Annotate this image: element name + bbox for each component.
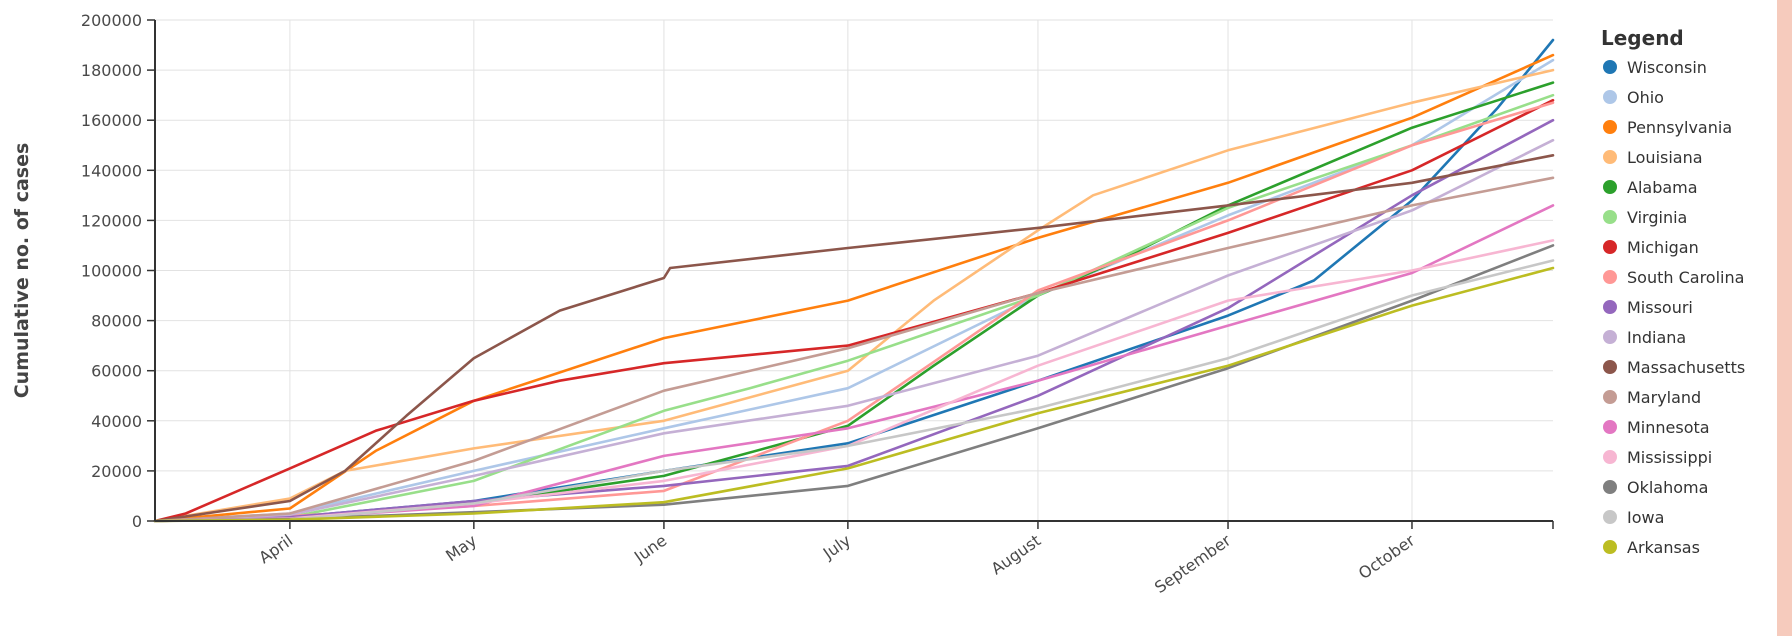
legend-swatch [1603, 300, 1617, 314]
legend-swatch [1603, 330, 1617, 344]
series-line-minnesota [153, 204, 1555, 523]
right-edge-strip [1777, 0, 1792, 636]
legend-swatch [1603, 510, 1617, 524]
legend-swatch [1603, 540, 1617, 554]
series-line-arkansas [153, 266, 1555, 523]
legend-swatch [1603, 240, 1617, 254]
x-tick-label: June [630, 531, 670, 567]
legend-label: Iowa [1627, 508, 1664, 527]
series-line-michigan [153, 98, 1555, 523]
x-tick-label: May [442, 531, 480, 566]
legend-swatch [1603, 90, 1617, 104]
legend-swatch [1603, 420, 1617, 434]
legend-label: Massachusetts [1627, 358, 1745, 377]
series-line-pennsylvania [153, 53, 1555, 523]
y-tick-label: 20000 [91, 462, 142, 481]
legend-label: Wisconsin [1627, 58, 1707, 77]
series-line-massachusetts [153, 154, 1555, 523]
x-tick-label: April [255, 531, 296, 568]
x-tick-label: October [1355, 530, 1419, 583]
y-tick-label: 80000 [91, 312, 142, 331]
series-line-iowa [153, 259, 1555, 523]
legend-title: Legend [1601, 26, 1684, 50]
legend-swatch [1603, 180, 1617, 194]
series-line-indiana [153, 138, 1555, 523]
y-axis-ticks: 0 20000 40000 60000 80000 100000 120000 140000 1… [81, 11, 155, 531]
legend-label: Indiana [1627, 328, 1686, 347]
series-line-oklahoma [153, 244, 1555, 523]
y-axis-title: Cumulative no. of cases [11, 143, 33, 399]
y-tick-label: 60000 [91, 362, 142, 381]
legend-swatch [1603, 480, 1617, 494]
y-tick-label: 120000 [81, 211, 142, 230]
legend-label: Maryland [1627, 388, 1701, 407]
series-line-virginia [153, 93, 1555, 523]
legend-label: Oklahoma [1627, 478, 1708, 497]
legend-label: Ohio [1627, 88, 1664, 107]
legend-label: Arkansas [1627, 538, 1700, 557]
legend-swatch [1603, 150, 1617, 164]
y-tick-label: 180000 [81, 61, 142, 80]
y-tick-label: 40000 [91, 412, 142, 431]
legend-swatch [1603, 210, 1617, 224]
series-line-alabama [153, 81, 1555, 523]
x-tick-label: July [819, 531, 854, 564]
x-tick-label: August [987, 531, 1044, 579]
y-tick-label: 100000 [81, 262, 142, 281]
y-tick-label: 0 [132, 512, 142, 531]
series-lines [153, 38, 1555, 523]
legend-label: Michigan [1627, 238, 1699, 257]
y-tick-label: 200000 [81, 11, 142, 30]
legend-label: Pennsylvania [1627, 118, 1732, 137]
legend-swatch [1603, 390, 1617, 404]
series-line-mississippi [153, 239, 1555, 523]
legend-label: South Carolina [1627, 268, 1744, 287]
legend-label: Virginia [1627, 208, 1687, 227]
legend-swatch [1603, 450, 1617, 464]
legend-swatch [1603, 270, 1617, 284]
legend: Legend Wisconsin Ohio Pennsylvania Louisian… [1601, 26, 1745, 557]
legend-swatch [1603, 360, 1617, 374]
x-axis-ticks: April May June July August September October [255, 521, 1554, 597]
series-line-ohio [153, 58, 1555, 523]
y-tick-label: 140000 [81, 161, 142, 180]
legend-swatch [1603, 120, 1617, 134]
y-tick-label: 160000 [81, 111, 142, 130]
legend-label: Alabama [1627, 178, 1698, 197]
legend-swatch [1603, 60, 1617, 74]
legend-label: Mississippi [1627, 448, 1712, 467]
series-line-maryland [153, 176, 1555, 523]
legend-label: Missouri [1627, 298, 1693, 317]
legend-label: Louisiana [1627, 148, 1703, 167]
legend-label: Minnesota [1627, 418, 1710, 437]
x-tick-label: September [1151, 530, 1235, 597]
